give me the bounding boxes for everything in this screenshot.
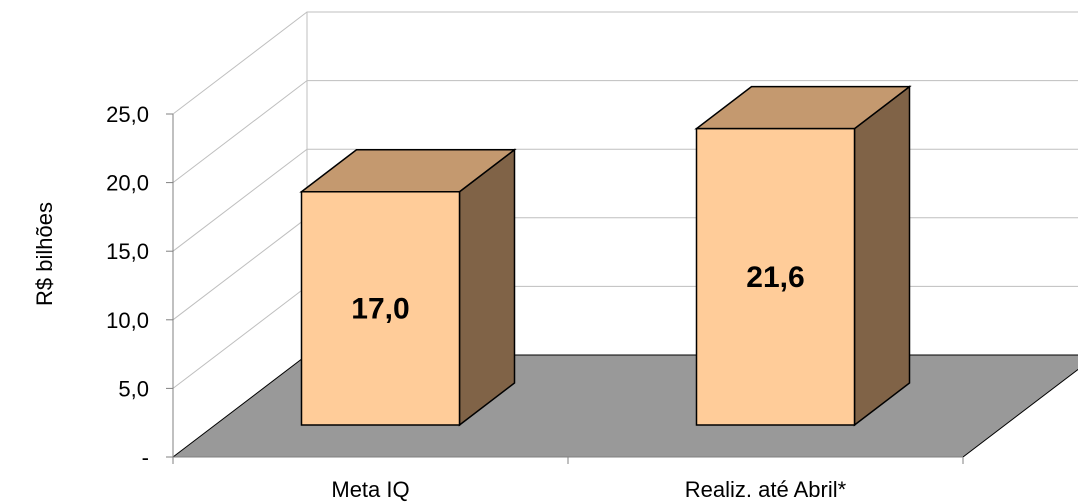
bars: 17,0 21,6 [299, 85, 912, 427]
gridline [172, 80, 1078, 183]
y-tick-label: 10,0 [106, 308, 149, 333]
y-tick-label: - [142, 445, 149, 470]
value-axis: - 5,0 10,0 15,0 20,0 25,0 [106, 102, 174, 470]
data-label: 21,6 [746, 261, 804, 294]
category-label: Realiz. até Abril* [685, 477, 847, 502]
y-tick-label: 5,0 [118, 376, 149, 401]
data-label: 17,0 [351, 292, 409, 325]
y-axis-title: R$ bilhões [32, 202, 57, 306]
bar-front-face [695, 127, 856, 426]
bar-side-face [458, 148, 516, 427]
category-label: Meta IQ [331, 477, 409, 502]
bar-0: 17,0 [299, 148, 517, 427]
y-tick-label: 20,0 [106, 171, 149, 196]
y-tick-label: 15,0 [106, 239, 149, 264]
gridline [172, 11, 1078, 115]
category-axis: Meta IQ Realiz. até Abril* [172, 456, 964, 502]
bar-1: 21,6 [694, 85, 912, 427]
bar-side-face [853, 85, 911, 427]
bar-front-face [300, 191, 461, 426]
y-tick-label: 25,0 [106, 102, 149, 127]
